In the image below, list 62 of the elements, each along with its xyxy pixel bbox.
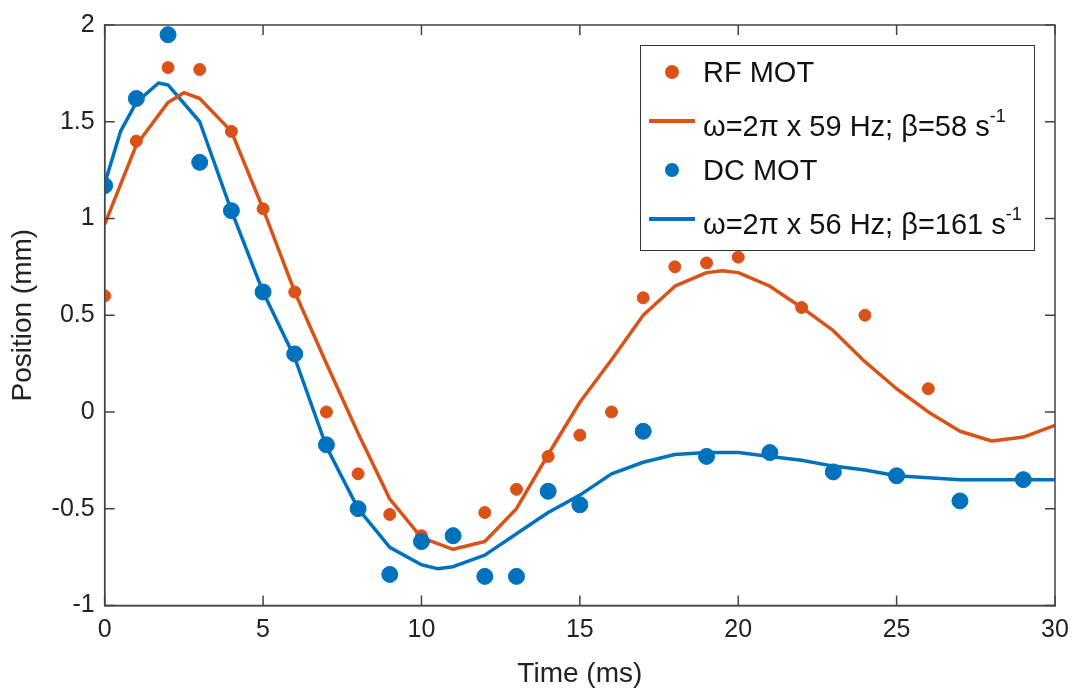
point <box>254 283 272 301</box>
y-tick-label: -0.5 <box>51 492 95 521</box>
point <box>383 507 397 521</box>
point <box>193 63 207 76</box>
point <box>351 467 365 481</box>
point <box>224 124 238 138</box>
legend-label: RF MOT <box>703 55 815 90</box>
x-tick-label: 25 <box>882 614 911 643</box>
point <box>605 405 619 419</box>
point <box>795 300 809 314</box>
point <box>129 134 143 148</box>
point <box>381 565 399 583</box>
y-tick-label: 2 <box>80 8 95 37</box>
x-tick-label: 30 <box>1041 614 1069 643</box>
point <box>571 496 589 514</box>
point <box>191 153 209 171</box>
point <box>921 382 935 396</box>
point <box>858 308 872 322</box>
point <box>573 428 587 442</box>
point <box>256 202 270 216</box>
point <box>349 500 367 518</box>
point <box>222 202 240 220</box>
y-axis-title: Position (mm) <box>5 228 37 402</box>
point <box>476 567 494 585</box>
x-tick-label: 10 <box>407 614 436 643</box>
y-tick-label: 0 <box>80 395 95 424</box>
legend-label: DC MOT <box>703 153 818 188</box>
point <box>888 467 906 485</box>
point <box>286 345 304 363</box>
point <box>509 482 523 496</box>
point <box>319 405 333 419</box>
point <box>444 527 462 545</box>
point <box>668 260 682 274</box>
point <box>1014 471 1032 489</box>
point <box>731 250 745 264</box>
y-tick-label: 1.5 <box>59 105 95 134</box>
legend-label: ω=2π x 56 Hz; β=161 s$^{-1}$ <box>703 203 1022 242</box>
point <box>507 567 525 585</box>
point <box>761 444 779 462</box>
x-tick-label: 5 <box>256 614 271 643</box>
point <box>478 506 492 520</box>
y-tick-label: 1 <box>80 202 95 231</box>
legend-label: ω=2π x 59 Hz; β=58 s$^{-1}$ <box>703 105 1006 144</box>
point <box>412 533 430 551</box>
point <box>127 90 145 108</box>
point <box>539 482 557 500</box>
point <box>288 285 302 299</box>
point <box>161 61 175 75</box>
point <box>159 26 177 44</box>
point <box>541 449 555 463</box>
point <box>951 492 969 510</box>
point <box>636 291 650 305</box>
y-tick-label: 0.5 <box>59 299 95 328</box>
x-tick-label: 20 <box>724 614 753 643</box>
point <box>698 447 716 465</box>
x-tick-label: 15 <box>565 614 594 643</box>
x-axis-title: Time (ms) <box>517 656 643 688</box>
y-tick-label: -1 <box>72 589 95 618</box>
point <box>317 436 335 454</box>
point <box>824 463 842 481</box>
point <box>634 422 652 440</box>
point <box>700 256 714 270</box>
